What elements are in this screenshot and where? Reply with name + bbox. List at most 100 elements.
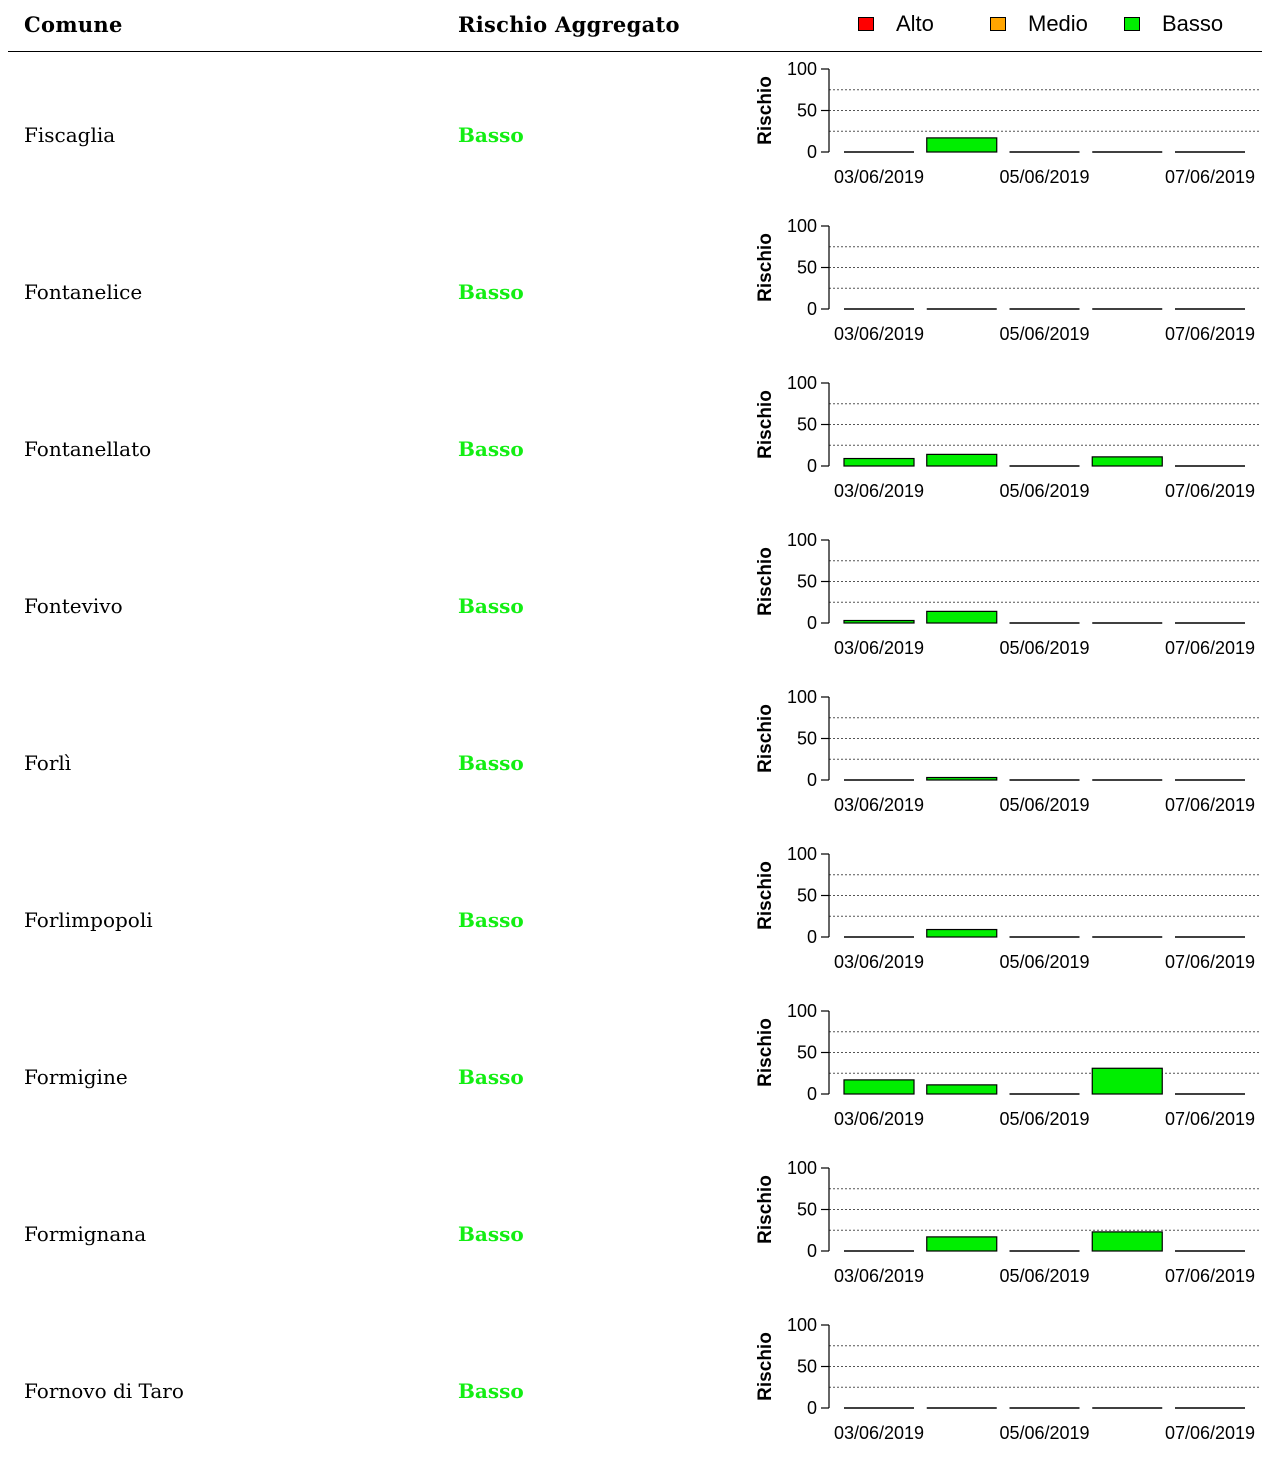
bar <box>926 776 998 781</box>
x-tick-label: 07/06/2019 <box>1165 795 1255 815</box>
bar <box>843 619 915 624</box>
bar <box>926 928 998 938</box>
x-tick-label: 03/06/2019 <box>834 167 924 187</box>
table-row: Formigine Basso 0 50 100 Rischio 03/06/2019 05/… <box>0 999 1262 1156</box>
x-tick-label: 03/06/2019 <box>834 795 924 815</box>
legend-item-medio: Medio <box>990 10 1088 38</box>
header-divider <box>8 51 1262 52</box>
y-tick-label: 0 <box>807 456 817 476</box>
comune-name: Fontevivo <box>24 594 123 618</box>
y-axis-label: Rischio <box>755 233 776 302</box>
y-tick-label: 100 <box>787 1315 817 1335</box>
y-tick-label: 100 <box>787 687 817 707</box>
risk-bar-chart: 0 50 100 Rischio 03/06/2019 05/06/2019 07/06/2… <box>755 373 1260 501</box>
column-header-rischio-aggregato: Rischio Aggregato <box>458 12 680 37</box>
risk-bar-chart: 0 50 100 Rischio 03/06/2019 05/06/2019 07/06/2… <box>755 844 1260 972</box>
y-tick-label: 50 <box>797 729 817 749</box>
aggregate-risk-value: Basso <box>458 594 524 618</box>
y-tick-label: 100 <box>787 1001 817 1021</box>
bar <box>926 1084 998 1095</box>
comune-name: Forlimpopoli <box>24 908 153 932</box>
legend-swatch-medio <box>990 17 1006 31</box>
x-tick-label: 07/06/2019 <box>1165 481 1255 501</box>
y-tick-label: 50 <box>797 1357 817 1377</box>
x-tick-label: 03/06/2019 <box>834 1266 924 1286</box>
comune-name: Forlì <box>24 751 72 775</box>
y-tick-label: 50 <box>797 886 817 906</box>
y-axis-label: Rischio <box>755 861 776 930</box>
legend-label-basso: Basso <box>1162 11 1224 36</box>
aggregate-risk-value: Basso <box>458 751 524 775</box>
x-tick-label: 03/06/2019 <box>834 1423 924 1443</box>
legend-item-alto: Alto <box>858 10 934 38</box>
y-tick-label: 0 <box>807 770 817 790</box>
column-header-comune: Comune <box>24 12 123 37</box>
bar <box>926 453 998 467</box>
table-row: Fontanelice Basso 0 50 100 Rischio 03/06/2019 0… <box>0 214 1262 371</box>
x-tick-label: 07/06/2019 <box>1165 1109 1255 1129</box>
comune-name: Fiscaglia <box>24 123 116 147</box>
y-tick-label: 100 <box>787 216 817 236</box>
table-header: Comune Rischio Aggregato Alto Medio Bass… <box>0 0 1262 52</box>
y-tick-label: 0 <box>807 1084 817 1104</box>
x-tick-label: 03/06/2019 <box>834 1109 924 1129</box>
comune-name: Fornovo di Taro <box>24 1379 184 1403</box>
x-tick-label: 03/06/2019 <box>834 638 924 658</box>
y-axis-label: Rischio <box>755 547 776 616</box>
risk-bar-chart: 0 50 100 Rischio 03/06/2019 05/06/2019 07/06/2… <box>755 59 1260 187</box>
bar <box>1091 1231 1163 1252</box>
aggregate-risk-value: Basso <box>458 908 524 932</box>
legend-label-medio: Medio <box>1028 11 1088 36</box>
table-row: Fiscaglia Basso 0 50 100 Rischio 03/06/2019 05/… <box>0 57 1262 214</box>
x-tick-label: 07/06/2019 <box>1165 167 1255 187</box>
y-tick-label: 100 <box>787 373 817 393</box>
y-tick-label: 50 <box>797 101 817 121</box>
table-row: Forlimpopoli Basso 0 50 100 Rischio 03/06/2019… <box>0 842 1262 999</box>
y-tick-label: 0 <box>807 299 817 319</box>
x-tick-label: 05/06/2019 <box>999 167 1089 187</box>
x-tick-label: 03/06/2019 <box>834 481 924 501</box>
bar <box>1091 456 1163 467</box>
legend-label-alto: Alto <box>896 11 934 36</box>
x-tick-label: 07/06/2019 <box>1165 1266 1255 1286</box>
y-tick-label: 0 <box>807 1241 817 1261</box>
legend-swatch-alto <box>858 17 874 31</box>
x-tick-label: 03/06/2019 <box>834 952 924 972</box>
aggregate-risk-value: Basso <box>458 437 524 461</box>
y-axis-label: Rischio <box>755 390 776 459</box>
risk-bar-chart: 0 50 100 Rischio 03/06/2019 05/06/2019 07/06/2… <box>755 1158 1260 1286</box>
y-tick-label: 50 <box>797 1200 817 1220</box>
y-axis-label: Rischio <box>755 76 776 145</box>
comune-name: Fontanellato <box>24 437 152 461</box>
aggregate-risk-value: Basso <box>458 1065 524 1089</box>
x-tick-label: 05/06/2019 <box>999 1423 1089 1443</box>
x-tick-label: 05/06/2019 <box>999 481 1089 501</box>
x-tick-label: 05/06/2019 <box>999 1109 1089 1129</box>
bar <box>1091 1067 1163 1095</box>
x-tick-label: 05/06/2019 <box>999 952 1089 972</box>
y-axis-label: Rischio <box>755 704 776 773</box>
aggregate-risk-value: Basso <box>458 1222 524 1246</box>
x-tick-label: 05/06/2019 <box>999 638 1089 658</box>
y-tick-label: 100 <box>787 59 817 79</box>
x-tick-label: 05/06/2019 <box>999 795 1089 815</box>
bar <box>926 1236 998 1252</box>
y-tick-label: 50 <box>797 1043 817 1063</box>
x-tick-label: 03/06/2019 <box>834 324 924 344</box>
aggregate-risk-value: Basso <box>458 280 524 304</box>
y-tick-label: 0 <box>807 142 817 162</box>
x-tick-label: 07/06/2019 <box>1165 638 1255 658</box>
bar <box>926 610 998 624</box>
y-axis-label: Rischio <box>755 1332 776 1401</box>
risk-bar-chart: 0 50 100 Rischio 03/06/2019 05/06/2019 07/06/2… <box>755 530 1260 658</box>
comune-name: Fontanelice <box>24 280 143 304</box>
x-tick-label: 05/06/2019 <box>999 324 1089 344</box>
y-axis-label: Rischio <box>755 1018 776 1087</box>
y-tick-label: 0 <box>807 613 817 633</box>
risk-bar-chart: 0 50 100 Rischio 03/06/2019 05/06/2019 07/06/2… <box>755 216 1260 344</box>
y-tick-label: 100 <box>787 844 817 864</box>
legend-item-basso: Basso <box>1124 10 1223 38</box>
x-tick-label: 05/06/2019 <box>999 1266 1089 1286</box>
aggregate-risk-value: Basso <box>458 1379 524 1403</box>
table-row: Fontevivo Basso 0 50 100 Rischio 03/06/2019 05/… <box>0 528 1262 685</box>
